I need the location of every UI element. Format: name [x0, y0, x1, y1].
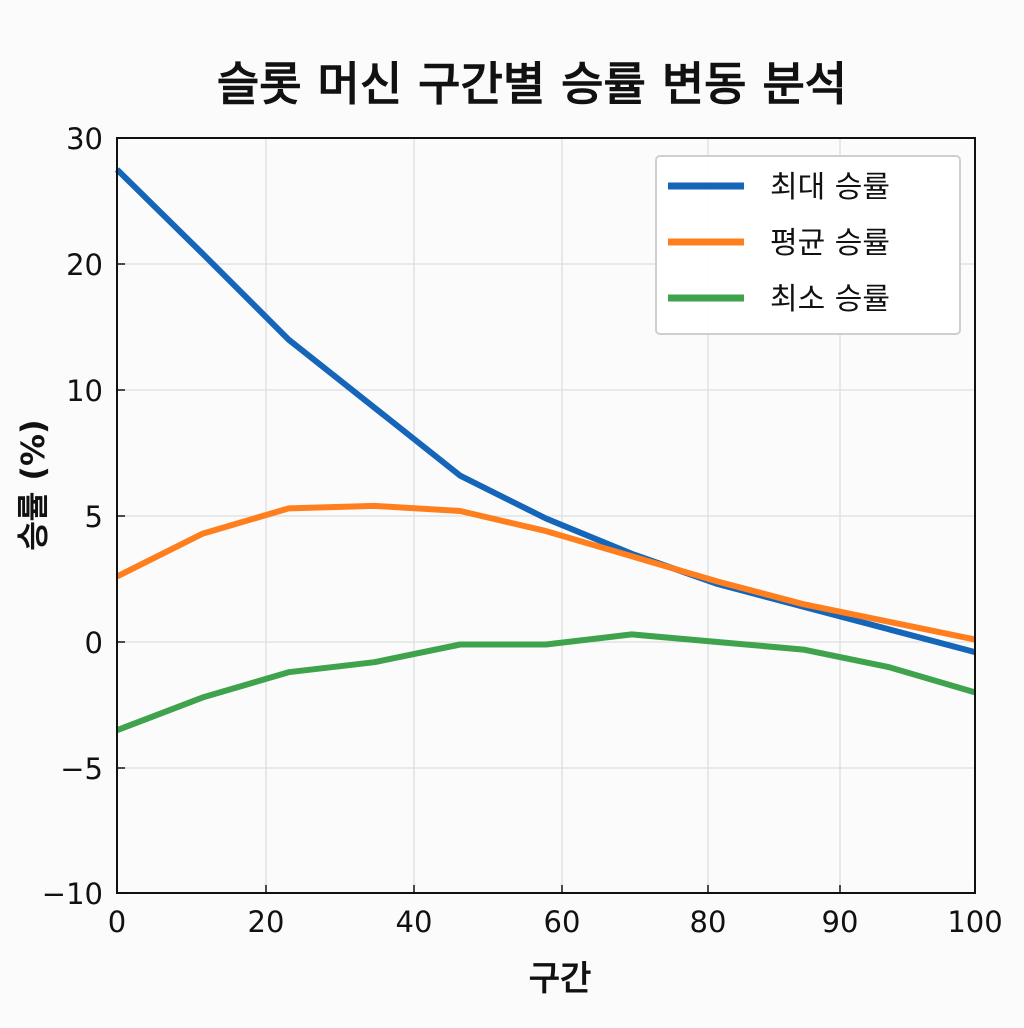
legend-label-0: 최대 승률 [770, 170, 890, 205]
y-tick-label: 10 [66, 374, 103, 408]
axis-ticks: 0 20 40 60 80 90 100 30 20 10 5 0 −5 −10 [42, 122, 1003, 939]
x-tick-label: 0 [108, 905, 126, 939]
legend-label-2: 최소 승률 [770, 282, 890, 317]
chart-title: 슬롯 머신 구간별 승률 변동 분석 [217, 57, 847, 111]
series-line-2 [115, 631, 976, 734]
y-tick-label: 30 [66, 122, 103, 156]
x-tick-label: 40 [396, 905, 433, 939]
y-axis-label: 승률 (%) [14, 419, 52, 550]
y-tick-label: −5 [60, 752, 103, 786]
x-tick-label: 90 [822, 905, 859, 939]
legend-label-1: 평균 승률 [770, 226, 890, 261]
series-line-1 [115, 502, 976, 643]
x-tick-label: 20 [248, 905, 285, 939]
x-tick-label: 60 [544, 905, 581, 939]
x-tick-label: 80 [690, 905, 727, 939]
series-lines [114, 167, 976, 734]
x-tick-label: 100 [947, 905, 1002, 939]
series-line-0 [114, 167, 976, 656]
y-tick-label: −10 [42, 877, 103, 911]
x-axis-label: 구간 [529, 959, 592, 999]
y-tick-label: 0 [85, 626, 103, 660]
legend-box [655, 155, 961, 335]
y-tick-label: 20 [66, 248, 103, 282]
y-tick-label: 5 [85, 500, 103, 534]
